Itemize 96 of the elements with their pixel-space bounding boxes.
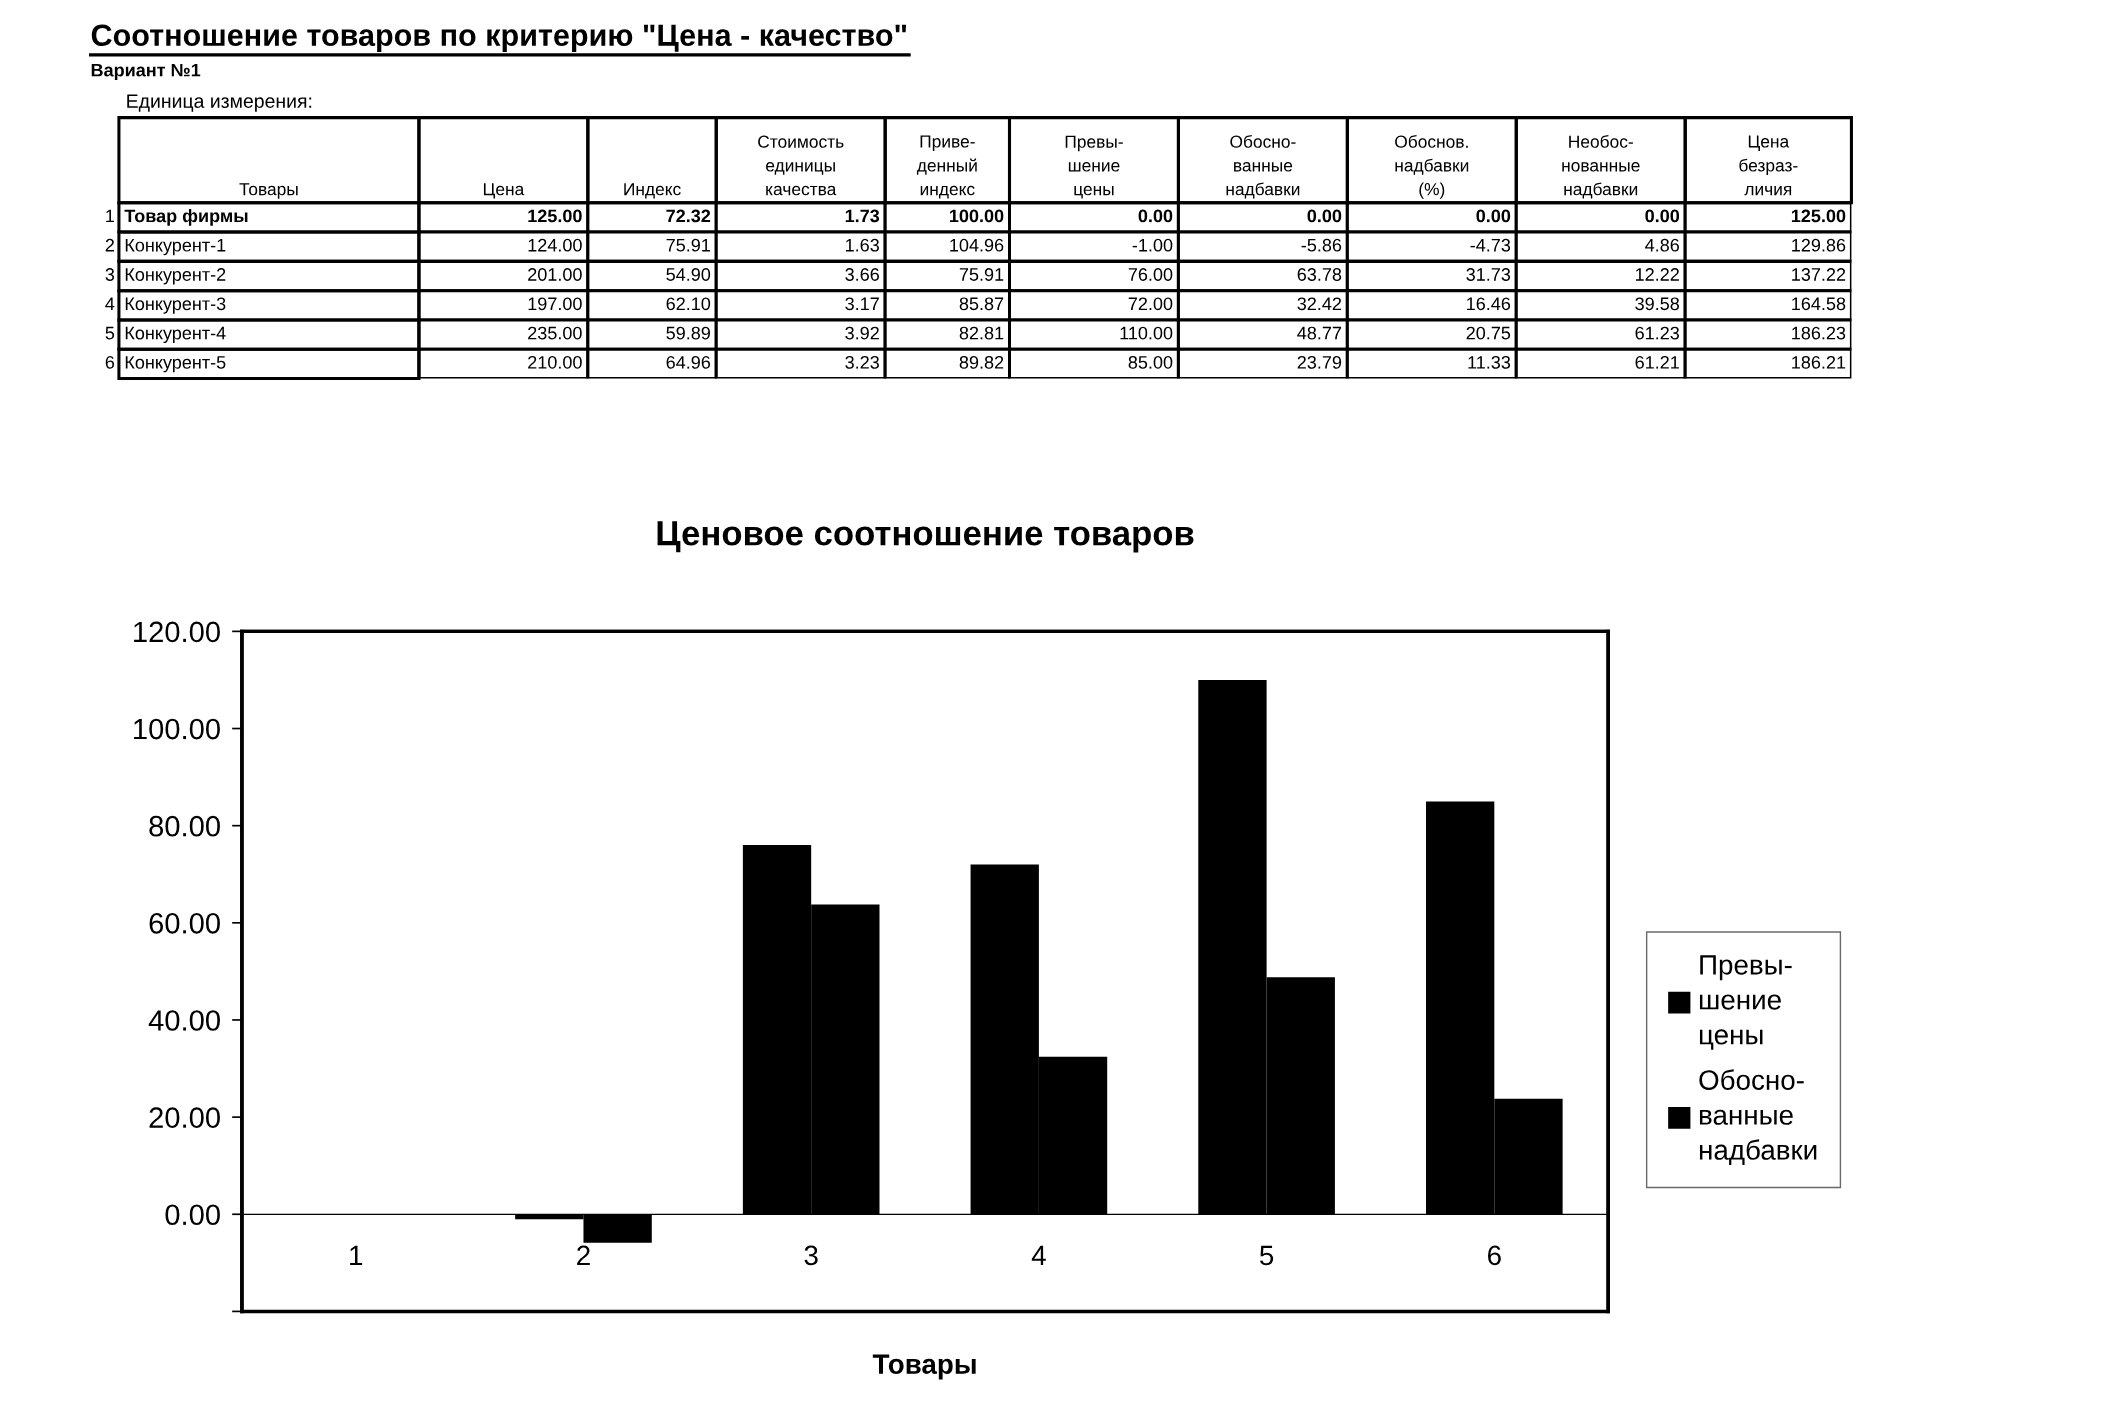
y-tick-label: Конкурент-1	[125, 238, 226, 256]
y-tick-label: 40.00	[148, 1010, 220, 1031]
data-label: 61.21	[1635, 355, 1679, 369]
text: Вариант №1	[91, 63, 201, 81]
y2-tick-label: 1	[106, 209, 114, 223]
y2-tick-label: 6	[105, 355, 115, 369]
data-label: 186.21	[1792, 355, 1846, 369]
data-label: 75.91	[666, 238, 710, 252]
x-tick-label: Приве- денный индекс	[916, 135, 977, 199]
y-tick-label: 100.00	[134, 718, 220, 740]
y2-tick-label: 2	[105, 238, 114, 252]
y-tick-label: 0.00	[165, 1204, 220, 1226]
x-tick-label: 5	[1259, 1245, 1274, 1266]
data-label: 76.00	[1128, 268, 1173, 281]
x-tick-label: Необос- нованные надбавки	[1562, 134, 1640, 199]
y-tick-label: Конкурент-2	[125, 268, 226, 285]
data-label: 1.73	[845, 209, 880, 223]
legend-label: Обосно- ванные надбавки	[1699, 1069, 1817, 1166]
data-label: 20.75	[1466, 326, 1511, 340]
y-tick-label: 80.00	[149, 815, 220, 837]
data-label: 0.00	[1476, 209, 1511, 223]
data-label: 62.10	[666, 297, 711, 311]
data-label: 89.82	[959, 355, 1004, 369]
data-label: 72.00	[1128, 297, 1173, 311]
data-label: 3.66	[845, 268, 879, 281]
data-label: 201.00	[528, 268, 582, 281]
data-label: 235.00	[528, 326, 582, 340]
y-tick-label: Конкурент-3	[125, 297, 226, 314]
data-label: 39.58	[1635, 297, 1680, 311]
data-label: 82.81	[959, 326, 1004, 340]
y2-tick-label: 4	[105, 297, 115, 310]
data-label: 124.00	[528, 238, 582, 252]
data-label: 72.32	[666, 209, 711, 223]
x-tick-label: Цена	[483, 183, 525, 199]
y-tick-label: Конкурент-4	[125, 326, 226, 344]
data-label: 85.00	[1128, 355, 1173, 369]
data-label: 129.86	[1792, 238, 1846, 252]
data-label: 48.77	[1297, 326, 1342, 340]
data-label: 3.17	[845, 297, 879, 311]
data-label: -1.00	[1132, 238, 1173, 252]
x-tick-label: 1	[350, 1245, 363, 1265]
y-axis-title: Товары	[239, 183, 298, 199]
data-label: 85.87	[959, 297, 1004, 311]
x-tick-label: Превы- шение цены	[1065, 135, 1123, 199]
data-label: 75.91	[959, 268, 1004, 281]
y-tick-label: Товар фирмы	[124, 209, 248, 226]
data-label: 3.92	[845, 326, 879, 340]
data-label: 164.58	[1792, 297, 1846, 311]
data-label: 0.00	[1645, 209, 1680, 223]
x-tick-label: Стоимость единицы качества	[758, 135, 844, 196]
y-tick-label: 120.00	[134, 621, 220, 643]
data-label: 210.00	[528, 355, 582, 369]
chart-title: Ценовое соотношение товаров	[657, 521, 1194, 553]
data-label: 3.23	[845, 355, 879, 369]
data-label: 0.00	[1307, 209, 1342, 223]
data-label: 32.42	[1297, 297, 1342, 311]
x-tick-label: 4	[1031, 1245, 1046, 1265]
x-tick-label: Обоснов. надбавки (%)	[1395, 134, 1469, 199]
text: Единица измерения:	[127, 94, 312, 112]
data-label: 100.00	[950, 209, 1004, 223]
x-axis-title: Товары	[872, 1354, 976, 1380]
data-label: 11.33	[1468, 355, 1511, 369]
data-label: 137.22	[1792, 268, 1846, 281]
x-tick-label: 6	[1488, 1245, 1501, 1266]
data-label: 64.96	[666, 355, 711, 369]
data-label: 125.00	[528, 209, 582, 223]
data-label: 125.00	[1791, 209, 1846, 223]
data-label: 1.63	[846, 238, 879, 252]
x-tick-label: Цена безраз- личия	[1739, 135, 1798, 196]
data-label: 16.46	[1467, 297, 1511, 311]
data-label: 54.90	[666, 268, 711, 281]
data-label: 104.96	[950, 238, 1004, 252]
y2-tick-label: 3	[105, 268, 115, 281]
x-tick-label: 3	[804, 1245, 818, 1266]
x-tick-label: Обосно- ванные надбавки	[1226, 134, 1300, 199]
data-label: 23.79	[1297, 355, 1342, 369]
y-tick-label: 60.00	[149, 913, 220, 934]
data-label: 0.00	[1138, 209, 1173, 223]
data-label: 4.86	[1645, 238, 1679, 252]
data-label: 12.22	[1635, 268, 1679, 281]
data-label: 31.73	[1466, 268, 1511, 281]
x-tick-label: Индекс	[624, 183, 681, 199]
data-label: 186.23	[1792, 326, 1846, 340]
x-tick-label: 2	[577, 1245, 590, 1265]
chart-title: Соотношение товаров по критерию "Цена - качество"	[91, 24, 907, 53]
data-label: 63.78	[1297, 268, 1342, 281]
data-label: 59.89	[666, 326, 710, 340]
legend-label: Превы- шение цены	[1699, 955, 1792, 1050]
data-label: 197.00	[528, 297, 582, 311]
y2-tick-label: 5	[105, 326, 115, 340]
data-label: -4.73	[1470, 238, 1511, 252]
data-label: -5.86	[1301, 238, 1342, 252]
y-tick-label: 20.00	[149, 1107, 220, 1128]
data-label: 61.23	[1635, 326, 1679, 340]
data-label: 110.00	[1120, 326, 1173, 340]
y-tick-label: Конкурент-5	[125, 356, 226, 373]
